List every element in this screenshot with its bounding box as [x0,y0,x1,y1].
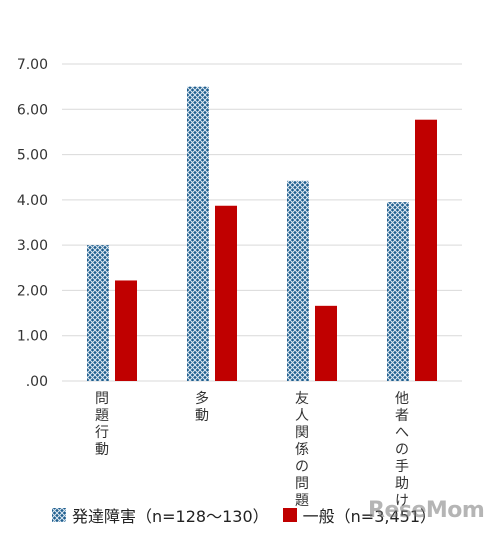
legend: 発達障害（n=128〜130） 一般（n=3,451） [52,503,436,527]
y-tick-label: 6.00 [17,102,48,118]
bar-series-2-0 [115,280,137,381]
bar-series-1-1 [187,86,209,382]
x-axis-labels: 問題行動 多動 友人関係の問題 他者への手助け [95,390,409,509]
legend-label-series-2: 一般（n=3,451） [302,507,436,526]
y-axis-ticks: .00 1.00 2.00 3.00 4.00 5.00 6.00 7.00 [17,57,48,390]
bar-series-2-1 [215,205,237,381]
bars [87,86,437,382]
x-tick-label: 他者への手助け [395,391,409,509]
x-tick-label: 多動 [195,390,209,424]
y-tick-label: 2.00 [17,283,48,299]
bar-series-2-3 [415,119,437,382]
watermark-logo: ReseMom [368,498,485,523]
legend-label-series-1: 発達障害（n=128〜130） [72,507,269,526]
legend-item-series-1: 発達障害（n=128〜130） [52,503,269,527]
y-tick-label: 3.00 [17,238,48,254]
legend-swatch-series-2 [282,508,297,522]
y-tick-label: 5.00 [17,148,48,164]
bar-series-1-2 [287,180,309,381]
bar-series-2-2 [315,305,337,381]
legend-swatch-series-1 [52,508,66,522]
y-tick-label: 1.00 [17,329,48,345]
y-tick-label: 4.00 [17,193,48,209]
y-tick-label: .00 [26,374,48,390]
x-tick-label: 友人関係の問題 [295,391,309,509]
x-tick-label: 問題行動 [95,391,109,458]
y-tick-label: 7.00 [17,57,48,73]
bar-series-1-3 [387,202,409,381]
bar-series-1-0 [87,245,109,381]
legend-item-series-2: 一般（n=3,451） [282,503,436,527]
